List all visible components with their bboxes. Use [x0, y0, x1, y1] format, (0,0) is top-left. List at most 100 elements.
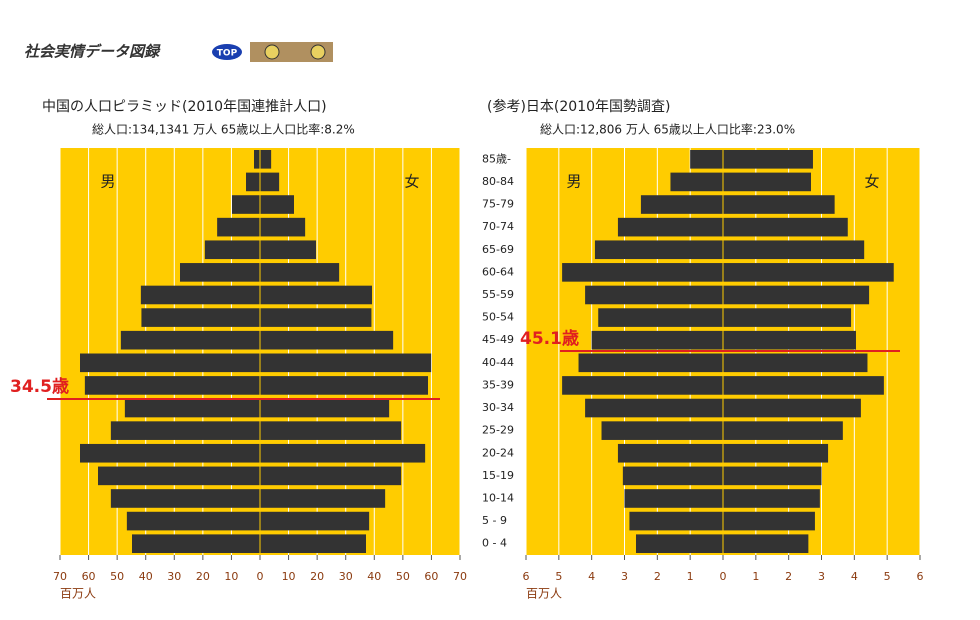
bar	[723, 421, 843, 440]
x-tick-label: 5	[884, 570, 891, 583]
y-tick-label: 30-34	[482, 401, 514, 414]
x-tick-label: 0	[257, 570, 264, 583]
bar	[180, 263, 260, 282]
x-tick-label: 40	[139, 570, 153, 583]
bar	[591, 330, 723, 350]
bar	[260, 240, 316, 260]
bar	[635, 534, 723, 553]
x-tick-label: 20	[310, 570, 324, 583]
bar	[254, 150, 260, 169]
bar	[260, 195, 294, 214]
bar	[585, 285, 723, 305]
y-tick-label: 65-69	[482, 243, 514, 256]
logo: 社会実情データ図録	[24, 43, 161, 61]
bar	[723, 534, 809, 553]
legend-label: 女	[864, 173, 879, 191]
bar	[246, 172, 260, 192]
legend-label: 女	[404, 173, 419, 191]
bar	[126, 511, 260, 531]
bar	[260, 263, 340, 282]
median-label: 45.1歳	[520, 328, 579, 349]
bar	[723, 443, 829, 463]
bar	[260, 150, 272, 169]
chart-subtitle: 総人口:134,1341 万人 65歳以上人口比率:8.2%	[92, 122, 355, 137]
bar	[723, 466, 822, 486]
logo-image-eye	[310, 44, 326, 60]
bar	[723, 398, 861, 418]
bar	[617, 217, 723, 237]
bar	[723, 195, 835, 214]
x-tick-label: 6	[917, 570, 924, 583]
y-tick-label: 50-54	[482, 311, 514, 324]
chart-title: (参考)日本(2010年国勢調査)	[487, 98, 670, 115]
bar	[217, 217, 260, 237]
bar	[260, 376, 428, 395]
legend-label: 男	[100, 173, 115, 191]
bar	[622, 466, 723, 486]
y-tick-label: 70-74	[482, 220, 514, 233]
x-tick-label: 1	[687, 570, 694, 583]
x-axis-label: 百万人	[60, 587, 96, 601]
x-tick-label: 30	[167, 570, 181, 583]
x-tick-label: 10	[224, 570, 238, 583]
bar	[601, 421, 723, 440]
y-tick-label: 35-39	[482, 378, 514, 391]
bar	[98, 466, 260, 486]
bar	[723, 285, 870, 305]
bar	[80, 353, 260, 373]
bar	[260, 217, 306, 237]
bar	[260, 308, 372, 327]
y-tick-label: 75-79	[482, 198, 514, 211]
bar	[141, 308, 260, 327]
x-tick-label: 2	[785, 570, 792, 583]
bar	[723, 489, 820, 508]
chart-subtitle: 総人口:12,806 万人 65歳以上人口比率:23.0%	[540, 122, 795, 137]
x-tick-label: 4	[588, 570, 595, 583]
bar	[260, 443, 426, 463]
bar	[723, 150, 813, 169]
bar	[723, 263, 894, 282]
bar	[723, 217, 848, 237]
bar	[140, 285, 260, 305]
bar	[260, 172, 280, 192]
bar	[723, 353, 868, 373]
bar	[670, 172, 723, 192]
bar	[723, 511, 815, 531]
x-tick-label: 6	[523, 570, 530, 583]
x-tick-label: 10	[282, 570, 296, 583]
bar	[120, 330, 260, 350]
y-tick-label: 85歳-	[482, 152, 511, 165]
bar	[260, 398, 390, 418]
bar	[562, 376, 723, 395]
y-tick-label: 80-84	[482, 175, 514, 188]
y-tick-label: 5 - 9	[482, 514, 507, 527]
bar	[723, 308, 852, 327]
bar	[110, 489, 260, 508]
x-tick-label: 40	[367, 570, 381, 583]
bar	[260, 421, 402, 440]
y-tick-label: 60-64	[482, 265, 514, 278]
badge-text[interactable]: TOP	[217, 49, 238, 59]
bar	[232, 195, 260, 214]
x-axis-label: 百万人	[526, 587, 562, 601]
bar	[260, 330, 394, 350]
x-tick-label: 70	[53, 570, 67, 583]
bar	[640, 195, 723, 214]
bar	[723, 172, 811, 192]
bar	[80, 443, 260, 463]
bar	[578, 353, 723, 373]
x-tick-label: 60	[82, 570, 96, 583]
x-tick-label: 70	[453, 570, 467, 583]
badge-shape[interactable]	[212, 44, 242, 60]
y-tick-label: 15-19	[482, 469, 514, 482]
x-tick-label: 30	[339, 570, 353, 583]
top-badge[interactable]: TOP	[212, 44, 242, 60]
bar	[260, 285, 372, 305]
y-tick-label: 55-59	[482, 288, 514, 301]
x-tick-label: 60	[424, 570, 438, 583]
bar	[617, 443, 723, 463]
bar	[204, 240, 260, 260]
x-tick-label: 50	[110, 570, 124, 583]
bar	[260, 534, 366, 553]
bar	[260, 466, 402, 486]
